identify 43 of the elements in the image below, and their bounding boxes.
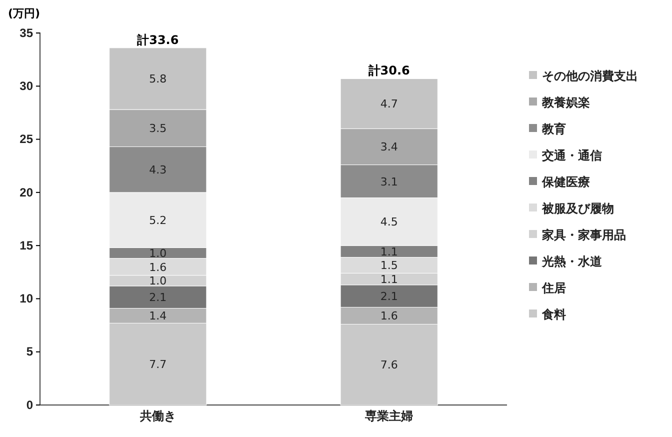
data-label: 1.0 — [149, 274, 167, 288]
legend-label: 教養娯楽 — [541, 96, 590, 110]
legend-label: 食料 — [541, 308, 566, 322]
data-label: 1.4 — [149, 310, 167, 323]
y-tick-label: 30 — [20, 78, 34, 93]
y-tick-label: 35 — [20, 26, 34, 40]
legend-label: 教育 — [541, 122, 566, 136]
data-label: 4.7 — [380, 98, 398, 111]
legend-label: 家具・家事用品 — [541, 228, 626, 242]
y-tick-label: 0 — [26, 398, 34, 412]
data-label: 7.6 — [380, 358, 398, 372]
data-label: 2.1 — [149, 291, 167, 304]
total-label: 計33.6 — [136, 32, 179, 47]
data-label: 7.7 — [149, 358, 167, 372]
x-tick-label: 専業主婦 — [364, 409, 414, 423]
data-label: 4.5 — [380, 216, 398, 229]
legend-label: 保健医療 — [541, 175, 590, 189]
y-tick-label: 15 — [20, 238, 34, 252]
data-label: 1.6 — [380, 310, 398, 323]
data-label: 3.4 — [380, 140, 398, 154]
data-label: 5.2 — [149, 214, 167, 228]
data-label: 3.1 — [380, 175, 398, 188]
data-label: 3.5 — [149, 122, 167, 136]
y-tick-label: 25 — [20, 132, 34, 146]
y-axis-title: (万円) — [8, 7, 40, 20]
data-label: 1.6 — [149, 260, 167, 274]
data-label: 1.1 — [380, 273, 398, 286]
data-label: 2.1 — [380, 290, 398, 304]
y-tick-label: 10 — [20, 292, 34, 306]
legend-label: 交通・通信 — [541, 148, 602, 162]
y-tick-label: 5 — [26, 344, 34, 359]
data-label: 1.5 — [380, 259, 398, 272]
data-label: 4.3 — [149, 164, 167, 177]
data-label: 5.8 — [149, 72, 167, 86]
y-tick-label: 20 — [20, 185, 34, 200]
legend-label: 光熱・水道 — [541, 254, 603, 268]
legend-label: 被服及び履物 — [541, 202, 614, 216]
data-label: 1.1 — [380, 245, 398, 258]
total-label: 計30.6 — [367, 64, 410, 78]
legend-label: その他の消費支出 — [542, 69, 638, 83]
x-tick-label: 共働き — [138, 409, 176, 423]
legend-label: 住居 — [541, 281, 566, 295]
data-label: 1.0 — [149, 247, 167, 260]
